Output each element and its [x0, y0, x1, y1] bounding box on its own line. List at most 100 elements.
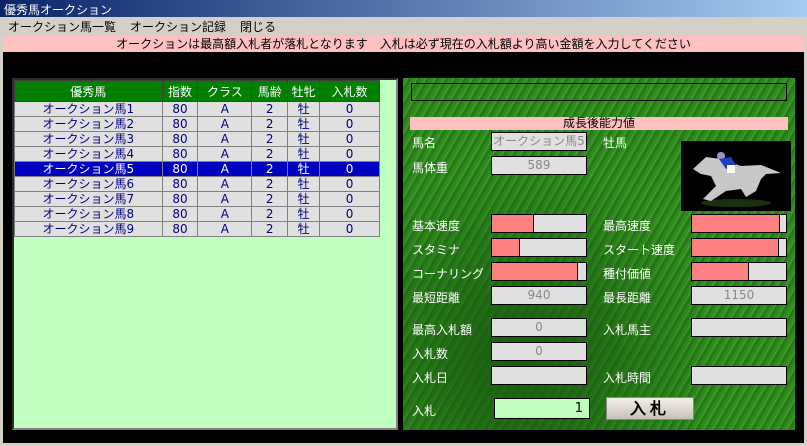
max-distance-field: 1150	[691, 286, 787, 305]
table-cell: 0	[319, 101, 380, 117]
table-cell: 牡	[287, 161, 321, 177]
sex-label: 牡馬	[603, 136, 628, 150]
table-cell: 2	[251, 146, 289, 162]
table-row[interactable]: オークション馬9 80 A 2 牡 0	[14, 221, 380, 237]
racehorse-icon	[693, 152, 781, 207]
stat-label: コーナリング	[412, 267, 485, 281]
column-header: クラス	[197, 80, 253, 102]
menu-auction-list[interactable]: オークション馬一覧	[8, 20, 117, 34]
bid-date-field	[491, 366, 587, 385]
table-cell: A	[197, 131, 253, 147]
table-cell: 0	[319, 116, 380, 132]
message-box	[411, 83, 787, 101]
table-row[interactable]: オークション馬1 80 A 2 牡 0	[14, 101, 380, 117]
stat-bar	[491, 262, 587, 281]
stat-label: スタミナ	[412, 243, 461, 257]
table-cell: 0	[319, 176, 380, 192]
stat-bar	[691, 262, 787, 281]
bid-count-label: 入札数	[412, 347, 449, 361]
stat-bar	[491, 214, 587, 233]
table-row[interactable]: オークション馬5 80 A 2 牡 0	[14, 161, 380, 177]
stat-bar-fill	[692, 239, 780, 256]
table-cell: 牡	[287, 206, 321, 222]
table-cell: 牡	[287, 101, 321, 117]
table-cell: 牡	[287, 191, 321, 207]
table-cell: 牡	[287, 131, 321, 147]
table-cell: 0	[319, 191, 380, 207]
stat-label: 最高速度	[603, 219, 652, 233]
table-row[interactable]: オークション馬2 80 A 2 牡 0	[14, 116, 380, 132]
stat-bar-fill	[492, 263, 579, 280]
table-cell: 2	[251, 116, 289, 132]
table-cell: オークション馬9	[14, 221, 163, 237]
table-cell: オークション馬2	[14, 116, 163, 132]
menu-bar: オークション馬一覧 オークション記録 閉じる	[0, 17, 807, 36]
table-row[interactable]: オークション馬8 80 A 2 牡 0	[14, 206, 380, 222]
min-distance-field: 940	[491, 286, 587, 305]
name-label: 馬名	[412, 136, 437, 150]
stat-bar	[491, 238, 587, 257]
name-field: オークション馬5	[491, 132, 587, 151]
table-cell: A	[197, 146, 253, 162]
table-cell: 牡	[287, 146, 321, 162]
table-cell: A	[197, 221, 253, 237]
bid-date-label: 入札日	[412, 371, 449, 385]
table-cell: 2	[251, 176, 289, 192]
table-cell: 2	[251, 191, 289, 207]
stat-label: 種付価値	[603, 267, 652, 281]
table-cell: 2	[251, 161, 289, 177]
owner-label: 入札馬主	[603, 323, 652, 337]
column-header: 馬齢	[251, 80, 289, 102]
table-cell: A	[197, 206, 253, 222]
column-header: 牡牝	[287, 80, 321, 102]
table-cell: オークション馬6	[14, 176, 163, 192]
table-cell: 80	[161, 206, 199, 222]
table-cell: 0	[319, 146, 380, 162]
table-cell: A	[197, 101, 253, 117]
section-heading: 成長後能力値	[410, 117, 788, 130]
bid-time-label: 入札時間	[603, 371, 652, 385]
table-cell: オークション馬3	[14, 131, 163, 147]
table-cell: 2	[251, 101, 289, 117]
owner-field	[691, 318, 787, 337]
max-distance-label: 最長距離	[603, 291, 652, 305]
table-cell: 80	[161, 221, 199, 237]
table-cell: A	[197, 176, 253, 192]
table-cell: 80	[161, 176, 199, 192]
stat-bar-fill	[692, 215, 781, 232]
stat-label: 基本速度	[412, 219, 461, 233]
table-cell: 0	[319, 161, 380, 177]
stat-bar	[691, 214, 787, 233]
column-header: 指数	[161, 80, 199, 102]
table-cell: 80	[161, 101, 199, 117]
table-cell: オークション馬7	[14, 191, 163, 207]
column-header: 優秀馬	[14, 80, 163, 102]
table-row[interactable]: オークション馬3 80 A 2 牡 0	[14, 131, 380, 147]
table-cell: 80	[161, 161, 199, 177]
table-row[interactable]: オークション馬6 80 A 2 牡 0	[14, 176, 380, 192]
horse-table: 優秀馬 指数 クラス 馬齢 牡牝 入札数 オークション馬1 80 A 2 牡 0 オークション馬2 80…	[14, 80, 380, 237]
table-cell: 80	[161, 116, 199, 132]
table-row[interactable]: オークション馬4 80 A 2 牡 0	[14, 146, 380, 162]
table-cell: オークション馬5	[14, 161, 163, 177]
table-cell: 0	[319, 221, 380, 237]
bid-button[interactable]: 入札	[606, 397, 694, 420]
table-cell: 80	[161, 131, 199, 147]
table-cell: A	[197, 116, 253, 132]
table-cell: オークション馬1	[14, 101, 163, 117]
table-row[interactable]: オークション馬7 80 A 2 牡 0	[14, 191, 380, 207]
menu-auction-record[interactable]: オークション記録	[130, 20, 227, 34]
table-cell: A	[197, 161, 253, 177]
bid-time-field	[691, 366, 787, 385]
table-cell: 0	[319, 131, 380, 147]
top-bid-label: 最高入札額	[412, 323, 473, 337]
table-cell: 2	[251, 206, 289, 222]
bid-amount-input[interactable]: 1	[494, 398, 590, 419]
table-cell: A	[197, 191, 253, 207]
menu-close[interactable]: 閉じる	[240, 20, 277, 34]
table-cell: 牡	[287, 221, 321, 237]
table-cell: 牡	[287, 116, 321, 132]
bid-count-field: 0	[491, 342, 587, 361]
table-cell: 2	[251, 221, 289, 237]
top-bid-field: 0	[491, 318, 587, 337]
